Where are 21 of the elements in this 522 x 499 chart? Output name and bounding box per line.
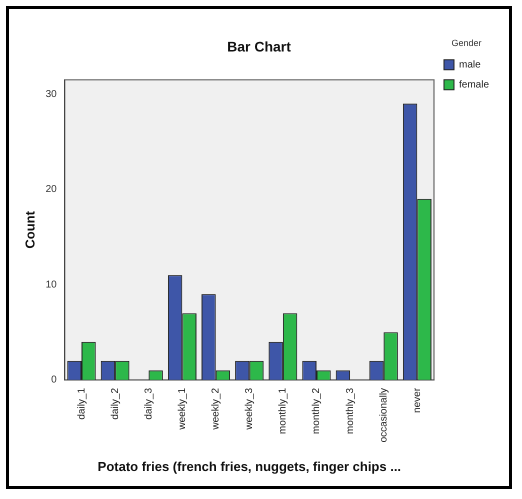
x-tick-label: weekly_1 [176,388,188,431]
y-axis-title: Count [22,210,38,249]
x-tick-label: weekly_2 [210,388,222,431]
chart-title: Bar Chart [227,38,292,54]
legend-label: female [458,80,490,91]
y-tick-label: 30 [46,88,58,100]
x-tick-label: monthly_3 [344,387,356,434]
x-tick-label: monthly_2 [311,387,322,434]
x-axis-title: Potato fries (french fries, nuggets, finger chips ... [98,458,402,474]
y-tick-label: 0 [51,374,58,386]
y-tick-label: 20 [46,184,58,196]
x-tick-label: occasionally [378,388,390,442]
y-tick-label: 10 [46,279,58,290]
x-tick-label: daily_3 [143,388,154,420]
x-tick-label: never [412,387,423,413]
x-tick-label: monthly_1 [278,387,289,434]
x-tick-label: weekly_3 [244,388,256,431]
legend-label: male [458,60,482,71]
x-tick-label: daily_1 [76,388,88,420]
legend-title: Gender [451,38,482,48]
x-tick-label: daily_2 [110,388,121,420]
